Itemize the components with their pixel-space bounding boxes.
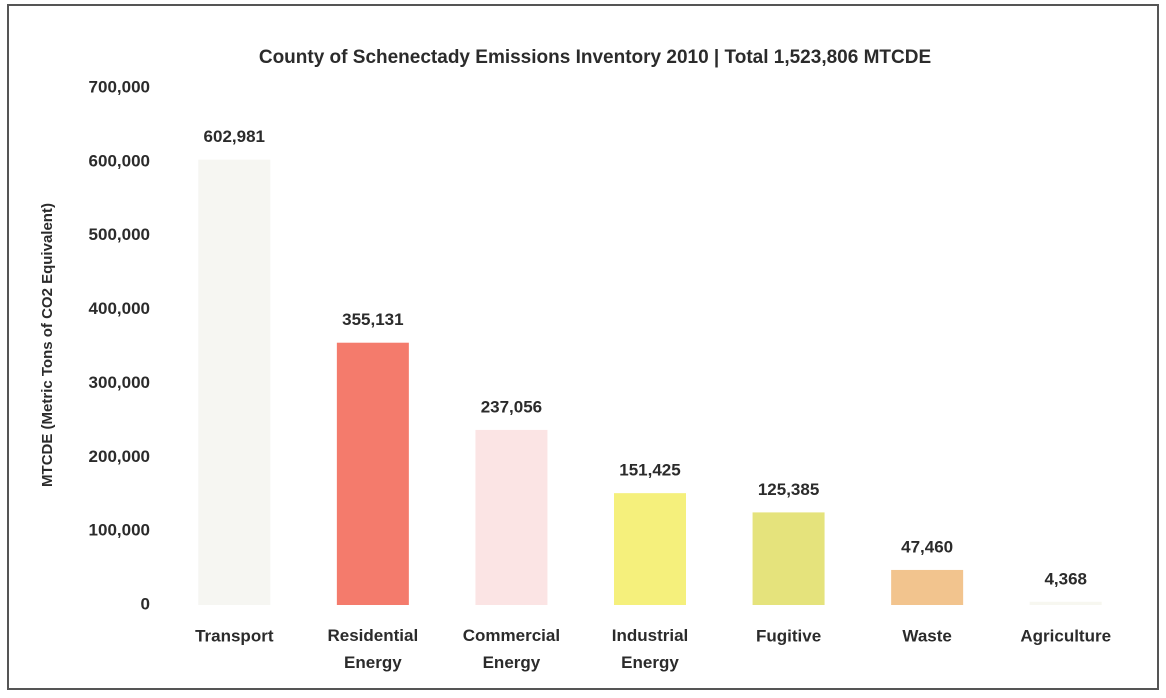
- bar: [1029, 601, 1102, 605]
- x-tick-label: Commercial Energy: [463, 626, 560, 672]
- y-tick-label: 700,000: [89, 77, 150, 96]
- value-label: 4,368: [1044, 569, 1087, 588]
- x-tick-label: Waste: [902, 626, 951, 645]
- y-tick-label: 400,000: [89, 299, 150, 318]
- x-tick-label: Transport: [195, 626, 274, 645]
- bar: [891, 569, 964, 605]
- y-tick-label: 0: [141, 594, 150, 613]
- y-tick-label: 600,000: [89, 151, 150, 170]
- x-tick-label: Agriculture: [1020, 626, 1111, 645]
- bar: [198, 159, 271, 605]
- value-label: 47,460: [901, 537, 953, 556]
- chart-title: County of Schenectady Emissions Inventor…: [259, 47, 931, 68]
- value-label: 125,385: [758, 480, 819, 499]
- y-tick-label: 500,000: [89, 225, 150, 244]
- x-tick-label: Residential Energy: [328, 626, 419, 672]
- y-tick-label: 200,000: [89, 447, 150, 466]
- value-label: 602,981: [204, 127, 265, 146]
- x-tick-label: Fugitive: [756, 626, 821, 645]
- value-label: 151,425: [619, 461, 680, 480]
- y-tick-label: 300,000: [89, 373, 150, 392]
- value-label: 237,056: [481, 397, 542, 416]
- bar: [336, 342, 409, 605]
- bar: [752, 512, 825, 605]
- chart-frame: [7, 4, 1159, 690]
- y-axis-label: MTCDE (Metric Tons of CO2 Equivalent): [39, 203, 56, 487]
- bar: [475, 429, 548, 605]
- x-tick-label: Industrial Energy: [612, 626, 689, 672]
- bar: [614, 493, 686, 605]
- y-tick-label: 100,000: [89, 521, 150, 540]
- value-label: 355,131: [342, 310, 403, 329]
